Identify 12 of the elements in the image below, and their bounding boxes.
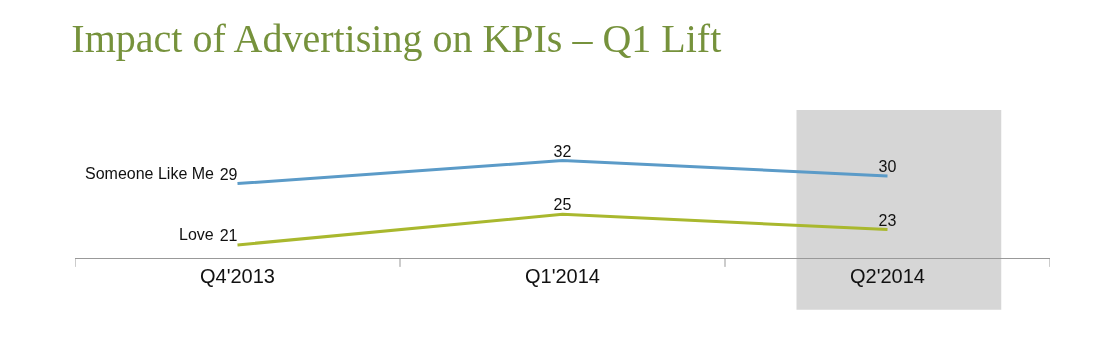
data-label: 32	[553, 142, 572, 160]
x-tick-label: Q1'2014	[525, 265, 600, 287]
data-label: 30	[878, 157, 897, 175]
x-tick-label: Q4'2013	[200, 265, 275, 287]
data-label: 23	[878, 211, 897, 229]
series-label: Someone Like Me	[85, 165, 215, 182]
chart-title: Impact of Advertising on KPIs – Q1 Lift	[71, 15, 722, 61]
data-label: 29	[219, 165, 238, 183]
series-label: Love	[179, 226, 214, 243]
data-label: 21	[219, 226, 238, 244]
data-label: 25	[553, 196, 572, 214]
x-tick-label: Q2'2014	[850, 265, 925, 287]
